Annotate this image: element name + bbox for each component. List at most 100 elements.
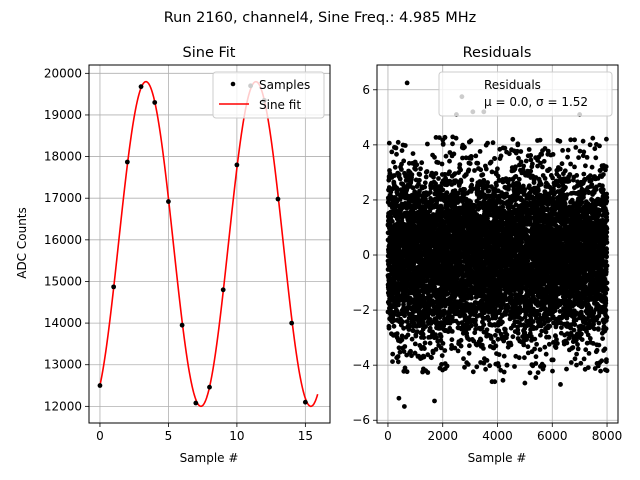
residual-point: [402, 365, 408, 371]
y-tick-label: −2: [352, 303, 370, 317]
residual-point: [508, 342, 514, 348]
residual-point: [418, 166, 423, 172]
residual-point: [440, 341, 446, 346]
residual-point: [397, 176, 403, 182]
residual-point: [489, 169, 495, 175]
residual-point: [455, 348, 461, 354]
residual-point: [427, 340, 433, 346]
legend-samples-label: Samples: [259, 78, 310, 92]
y-tick-label: −4: [352, 358, 370, 372]
x-tick-label: 0: [96, 429, 104, 443]
sine-fit-legend: Samples Sine fit: [212, 71, 325, 119]
residual-point: [395, 354, 401, 359]
sine-fit-line: [99, 80, 319, 408]
residual-point: [469, 177, 475, 183]
residual-point: [483, 366, 488, 372]
residual-point: [407, 323, 413, 329]
residual-point: [466, 167, 472, 173]
residual-point: [405, 332, 411, 338]
legend-samples-marker: [230, 81, 236, 87]
x-tick-label: 5: [165, 429, 173, 443]
residual-point: [444, 363, 450, 369]
residual-point: [439, 205, 445, 211]
residual-point: [395, 359, 401, 365]
y-tick-label: 14000: [44, 316, 82, 330]
residual-point: [433, 347, 439, 352]
residual-point: [395, 139, 401, 145]
residual-point: [427, 189, 433, 195]
residual-point: [516, 355, 522, 361]
residual-point: [475, 160, 481, 166]
sine-fit-title: Sine Fit: [183, 45, 236, 61]
figure-suptitle: Run 2160, channel4, Sine Freq.: 4.985 MH…: [164, 10, 477, 26]
residual-point: [477, 149, 483, 154]
residual-point: [396, 345, 402, 351]
legend-sine-fit-label: Sine fit: [259, 98, 301, 112]
residual-point: [399, 333, 405, 339]
residual-point: [504, 191, 509, 197]
residual-point: [515, 141, 521, 147]
residual-point: [389, 149, 395, 155]
residual-point: [424, 169, 430, 174]
residual-point: [480, 172, 486, 178]
residual-point: [483, 166, 489, 172]
residual-point: [470, 369, 476, 375]
residual-point: [469, 323, 474, 329]
residual-point: [442, 348, 448, 353]
y-tick-label: 0: [362, 248, 370, 262]
residual-point: [390, 359, 395, 364]
residual-point: [462, 364, 467, 370]
residual-point: [465, 362, 471, 367]
residual-point: [402, 143, 408, 148]
residual-point: [401, 158, 407, 164]
residual-point: [439, 161, 445, 167]
sine-fit-legend-box: [212, 71, 325, 119]
residual-point: [404, 369, 410, 375]
residual-point: [453, 135, 459, 141]
residual-point: [422, 346, 427, 351]
y-tick-label: 18000: [44, 150, 82, 164]
y-tick-label: −6: [352, 413, 370, 427]
residual-point: [397, 349, 403, 355]
sample-point: [220, 287, 226, 293]
sine-fit-xlabel: Sample #: [180, 451, 239, 465]
residuals-xlabel: Sample #: [468, 451, 527, 465]
residual-point: [468, 154, 474, 159]
residual-point: [417, 172, 423, 177]
residual-point: [492, 332, 498, 338]
x-tick-label: 8000: [592, 429, 623, 443]
y-tick-label: 19000: [44, 108, 82, 122]
y-tick-label: 2: [362, 193, 370, 207]
residual-point: [462, 144, 467, 150]
residual-point: [474, 364, 480, 370]
residual-point: [458, 167, 463, 173]
residual-point: [390, 351, 396, 357]
residual-point: [409, 336, 415, 342]
sine-fit-ylabel: ADC Counts: [15, 207, 29, 279]
residual-point: [432, 154, 437, 160]
y-tick-label: 12000: [44, 399, 82, 413]
residual-point: [421, 335, 427, 340]
sample-point: [275, 196, 281, 202]
residual-point: [394, 151, 399, 157]
residual-point: [498, 153, 504, 159]
residual-point: [439, 353, 445, 358]
residual-point: [402, 344, 408, 349]
residual-point: [457, 162, 463, 168]
residual-point: [389, 219, 395, 224]
residual-point: [494, 182, 499, 188]
residual-point: [490, 140, 496, 146]
residual-point: [419, 160, 425, 166]
residual-point: [410, 185, 416, 191]
sample-point: [97, 383, 103, 388]
residual-point: [423, 174, 429, 180]
residual-point: [450, 141, 455, 147]
x-tick-label: 15: [298, 429, 313, 443]
residual-point: [516, 181, 522, 187]
residual-point: [510, 136, 516, 142]
residual-point: [391, 159, 396, 165]
residual-point: [451, 151, 457, 157]
residual-point: [493, 343, 499, 349]
residual-point: [458, 337, 464, 343]
